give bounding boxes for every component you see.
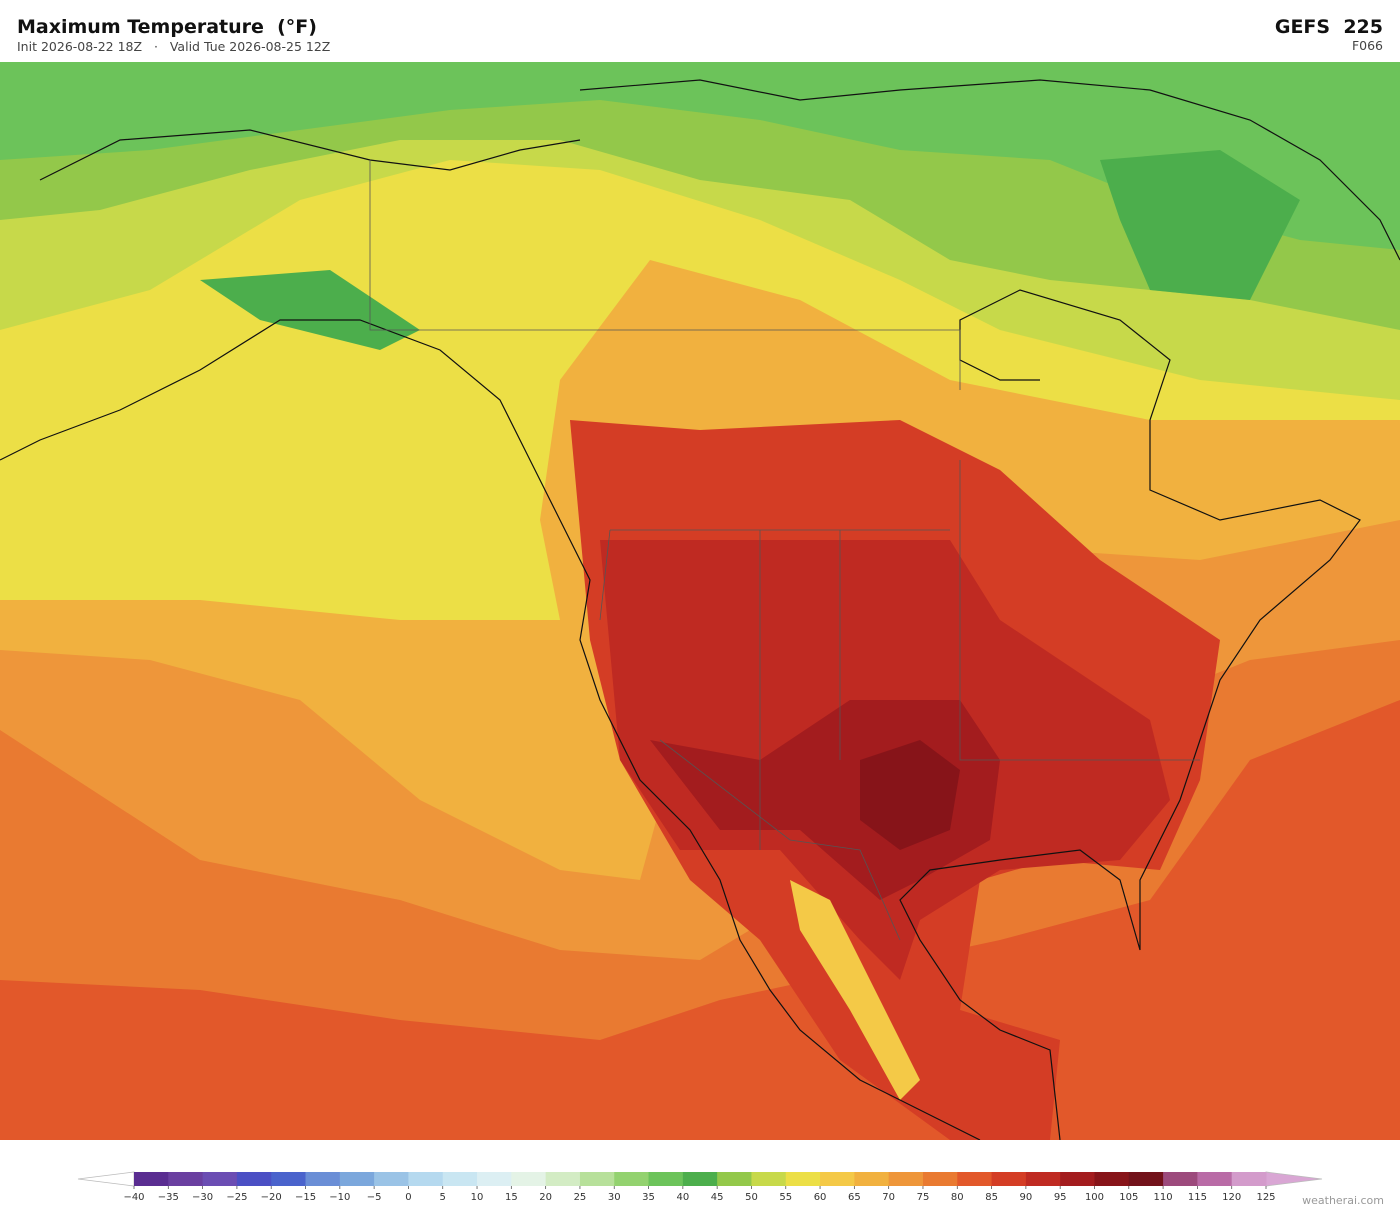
- colorbar-tick-label: 5: [440, 1192, 446, 1203]
- forecast-hour: F066: [1351, 38, 1383, 53]
- colorbar-segment: [957, 1172, 993, 1186]
- temperature-map: [0, 62, 1400, 1140]
- colorbar-segment: [820, 1172, 855, 1186]
- colorbar-tick-label: 0: [405, 1192, 411, 1203]
- colorbar-tick-label: 80: [951, 1192, 964, 1203]
- colorbar-tick-label: 95: [1054, 1192, 1067, 1203]
- colorbar-tick-label: 65: [848, 1192, 861, 1203]
- colorbar-segment: [648, 1172, 684, 1186]
- colorbar-segment: [168, 1172, 204, 1186]
- colorbar-tick-label: 15: [505, 1192, 518, 1203]
- colorbar-segment: [305, 1172, 341, 1186]
- colorbar-tick-label: 100: [1085, 1192, 1104, 1203]
- colorbar-extend-low: [77, 1171, 135, 1187]
- colorbar-tick-label: 35: [642, 1192, 655, 1203]
- colorbar-segment: [717, 1172, 752, 1186]
- colorbar-segment: [1060, 1172, 1095, 1186]
- field: [1100, 150, 1300, 300]
- colorbar-segment: [888, 1172, 924, 1186]
- colorbar-segment: [682, 1172, 718, 1186]
- colorbar-segment: [271, 1172, 307, 1186]
- colorbar-tick-label: 20: [539, 1192, 552, 1203]
- model-name: GEFS 225: [1274, 16, 1383, 38]
- colorbar-segment: [202, 1172, 238, 1186]
- coastline: [0, 79, 1400, 1140]
- colorbar-segment: [408, 1172, 444, 1186]
- colorbar-segment: [545, 1172, 581, 1186]
- colorbar-segment: [374, 1172, 409, 1186]
- colorbar-tick-label: −35: [158, 1192, 179, 1203]
- colorbar-segment: [854, 1172, 890, 1186]
- colorbar-segment: [442, 1172, 478, 1186]
- colorbar-tick-label: −40: [123, 1192, 144, 1203]
- watermark: weatherai.com: [1302, 1194, 1384, 1207]
- colorbar-segment: [1128, 1172, 1164, 1186]
- colorbar-tick-label: 70: [882, 1192, 895, 1203]
- field: [860, 740, 960, 850]
- colorbar-tick-label: 45: [711, 1192, 724, 1203]
- colorbar-segment: [1197, 1172, 1233, 1186]
- colorbar-segment: [134, 1172, 169, 1186]
- colorbar-tick-label: 10: [471, 1192, 484, 1203]
- colorbar: −40 −35 −30 −25 −20 −15 −10 −5 0 5 10 15 20 25 30 35 40 4…: [77, 1171, 1323, 1203]
- colorbar-segment: [236, 1172, 272, 1186]
- colorbar-tick-label: −10: [329, 1192, 350, 1203]
- colorbar-tick-label: 60: [814, 1192, 827, 1203]
- colorbar-tick-label: −5: [367, 1192, 382, 1203]
- colorbar-segment: [991, 1172, 1027, 1186]
- colorbar-tick-label: 110: [1154, 1192, 1173, 1203]
- colorbar-tick-label: 115: [1188, 1192, 1207, 1203]
- colorbar-tick-label: 30: [608, 1192, 621, 1203]
- colorbar-segment: [339, 1172, 375, 1186]
- colorbar-segment: [785, 1172, 821, 1186]
- colorbar-segment: [751, 1172, 787, 1186]
- colorbar-segment: [922, 1172, 958, 1186]
- colorbar-tick-label: 40: [676, 1192, 689, 1203]
- colorbar-tick-label: 55: [779, 1192, 792, 1203]
- colorbar-tick-label: 105: [1119, 1192, 1138, 1203]
- field: [0, 62, 1400, 250]
- map-subtitle: Init 2026-08-22 18Z · Valid Tue 2026-08-…: [17, 39, 331, 54]
- map-title: Maximum Temperature (°F): [17, 16, 317, 38]
- colorbar-tick-label: 75: [917, 1192, 930, 1203]
- colorbar-segment: [477, 1172, 512, 1186]
- colorbar-segment: [579, 1172, 615, 1186]
- field: [790, 880, 920, 1100]
- colorbar-extend-high: [1265, 1171, 1323, 1187]
- colorbar-tick-label: 120: [1222, 1192, 1241, 1203]
- colorbar-tick-label: −25: [226, 1192, 247, 1203]
- colorbar-tick-label: 90: [1020, 1192, 1033, 1203]
- colorbar-segment: [1163, 1172, 1198, 1186]
- colorbar-segment: [614, 1172, 650, 1186]
- colorbar-tick-label: 50: [745, 1192, 758, 1203]
- field: [200, 270, 420, 350]
- colorbar-segment: [511, 1172, 547, 1186]
- colorbar-tick-label: −20: [261, 1192, 282, 1203]
- colorbar-segment: [1231, 1172, 1267, 1186]
- border: [369, 160, 1200, 941]
- colorbar-segment: [1025, 1172, 1061, 1186]
- colorbar-segment: [1094, 1172, 1130, 1186]
- colorbar-tick-label: 125: [1256, 1192, 1275, 1203]
- colorbar-tick-label: −30: [192, 1192, 213, 1203]
- colorbar-tick-label: −15: [295, 1192, 316, 1203]
- colorbar-tick-label: 25: [574, 1192, 587, 1203]
- colorbar-tick-label: 85: [985, 1192, 998, 1203]
